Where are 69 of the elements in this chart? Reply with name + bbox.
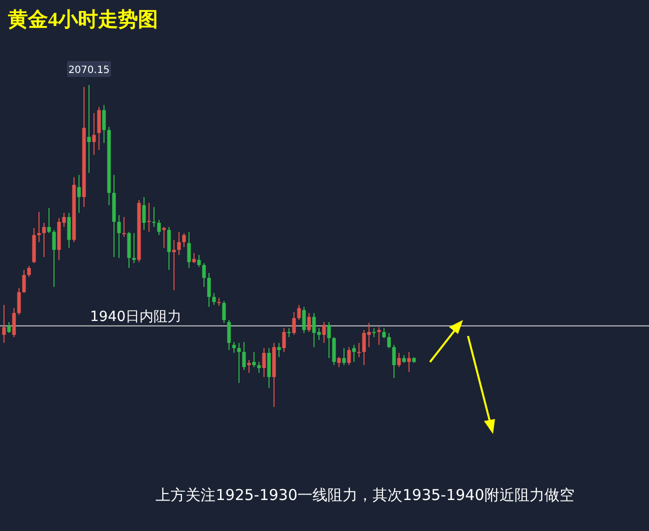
candlestick (222, 300, 226, 324)
candlestick (27, 265, 31, 278)
chart-title: 黄金4小时走势图 (7, 9, 158, 31)
candlestick (77, 174, 81, 214)
candlestick (377, 326, 381, 346)
candlestick (337, 356, 341, 368)
candlestick (307, 312, 311, 332)
candlestick (262, 348, 266, 378)
candlestick (67, 212, 71, 248)
candlestick (142, 196, 146, 230)
candlestick (327, 321, 331, 359)
candlestick (187, 231, 191, 268)
candlestick (232, 341, 236, 354)
candlestick (352, 344, 356, 362)
candlestick (152, 206, 156, 228)
candlestick (2, 304, 6, 344)
candlestick (12, 308, 16, 338)
candlestick (322, 321, 326, 344)
candlestick (37, 211, 41, 243)
candlestick (7, 321, 11, 334)
candlestick (172, 239, 176, 291)
text: 上方关注1925-1930一线阻力，其次1935-1940附近阻力做空 (156, 486, 574, 504)
candlestick (192, 252, 196, 264)
candlestick (237, 342, 241, 384)
candlestick (47, 208, 51, 234)
candlestick (167, 226, 171, 270)
candlestick (332, 336, 336, 366)
candlestick (397, 352, 401, 368)
candlestick (182, 232, 186, 248)
candlestick (252, 351, 256, 368)
candlestick (177, 231, 181, 256)
candlestick (382, 328, 386, 339)
candlestick (287, 328, 291, 338)
candlestick (162, 226, 166, 248)
candlestick (292, 312, 296, 336)
candlestick (242, 341, 246, 370)
candlestick (392, 344, 396, 379)
candlestick (302, 306, 306, 334)
candlestick (342, 348, 346, 366)
ref-line-label: 1940日内阻力 (90, 308, 182, 325)
candlestick (207, 272, 211, 308)
candlestick (297, 304, 301, 321)
candlestick (97, 106, 101, 151)
candlestick (387, 332, 391, 349)
candlestick (407, 351, 411, 372)
candlestick (22, 269, 26, 294)
candlestick (357, 342, 361, 358)
candlestick (132, 232, 136, 264)
candlestick (247, 359, 251, 374)
candlestick (197, 254, 201, 268)
candlestick (42, 222, 46, 258)
candlestick (52, 229, 56, 288)
candlestick (227, 320, 231, 351)
candlestick (202, 262, 206, 288)
candlestick (147, 202, 151, 232)
candlestick (117, 214, 121, 258)
candlestick (372, 328, 376, 338)
candlestick (257, 361, 261, 374)
candlestick (277, 342, 281, 358)
candlestick (212, 292, 216, 306)
candlestick (87, 84, 91, 174)
candlestick (347, 346, 351, 366)
annotation: 2070.15 (68, 65, 110, 76)
candlestick (102, 104, 106, 144)
candlestick (17, 287, 21, 316)
candlestick (282, 328, 286, 352)
candlestick (92, 112, 96, 156)
candlestick (122, 216, 126, 238)
candlestick (157, 219, 161, 236)
